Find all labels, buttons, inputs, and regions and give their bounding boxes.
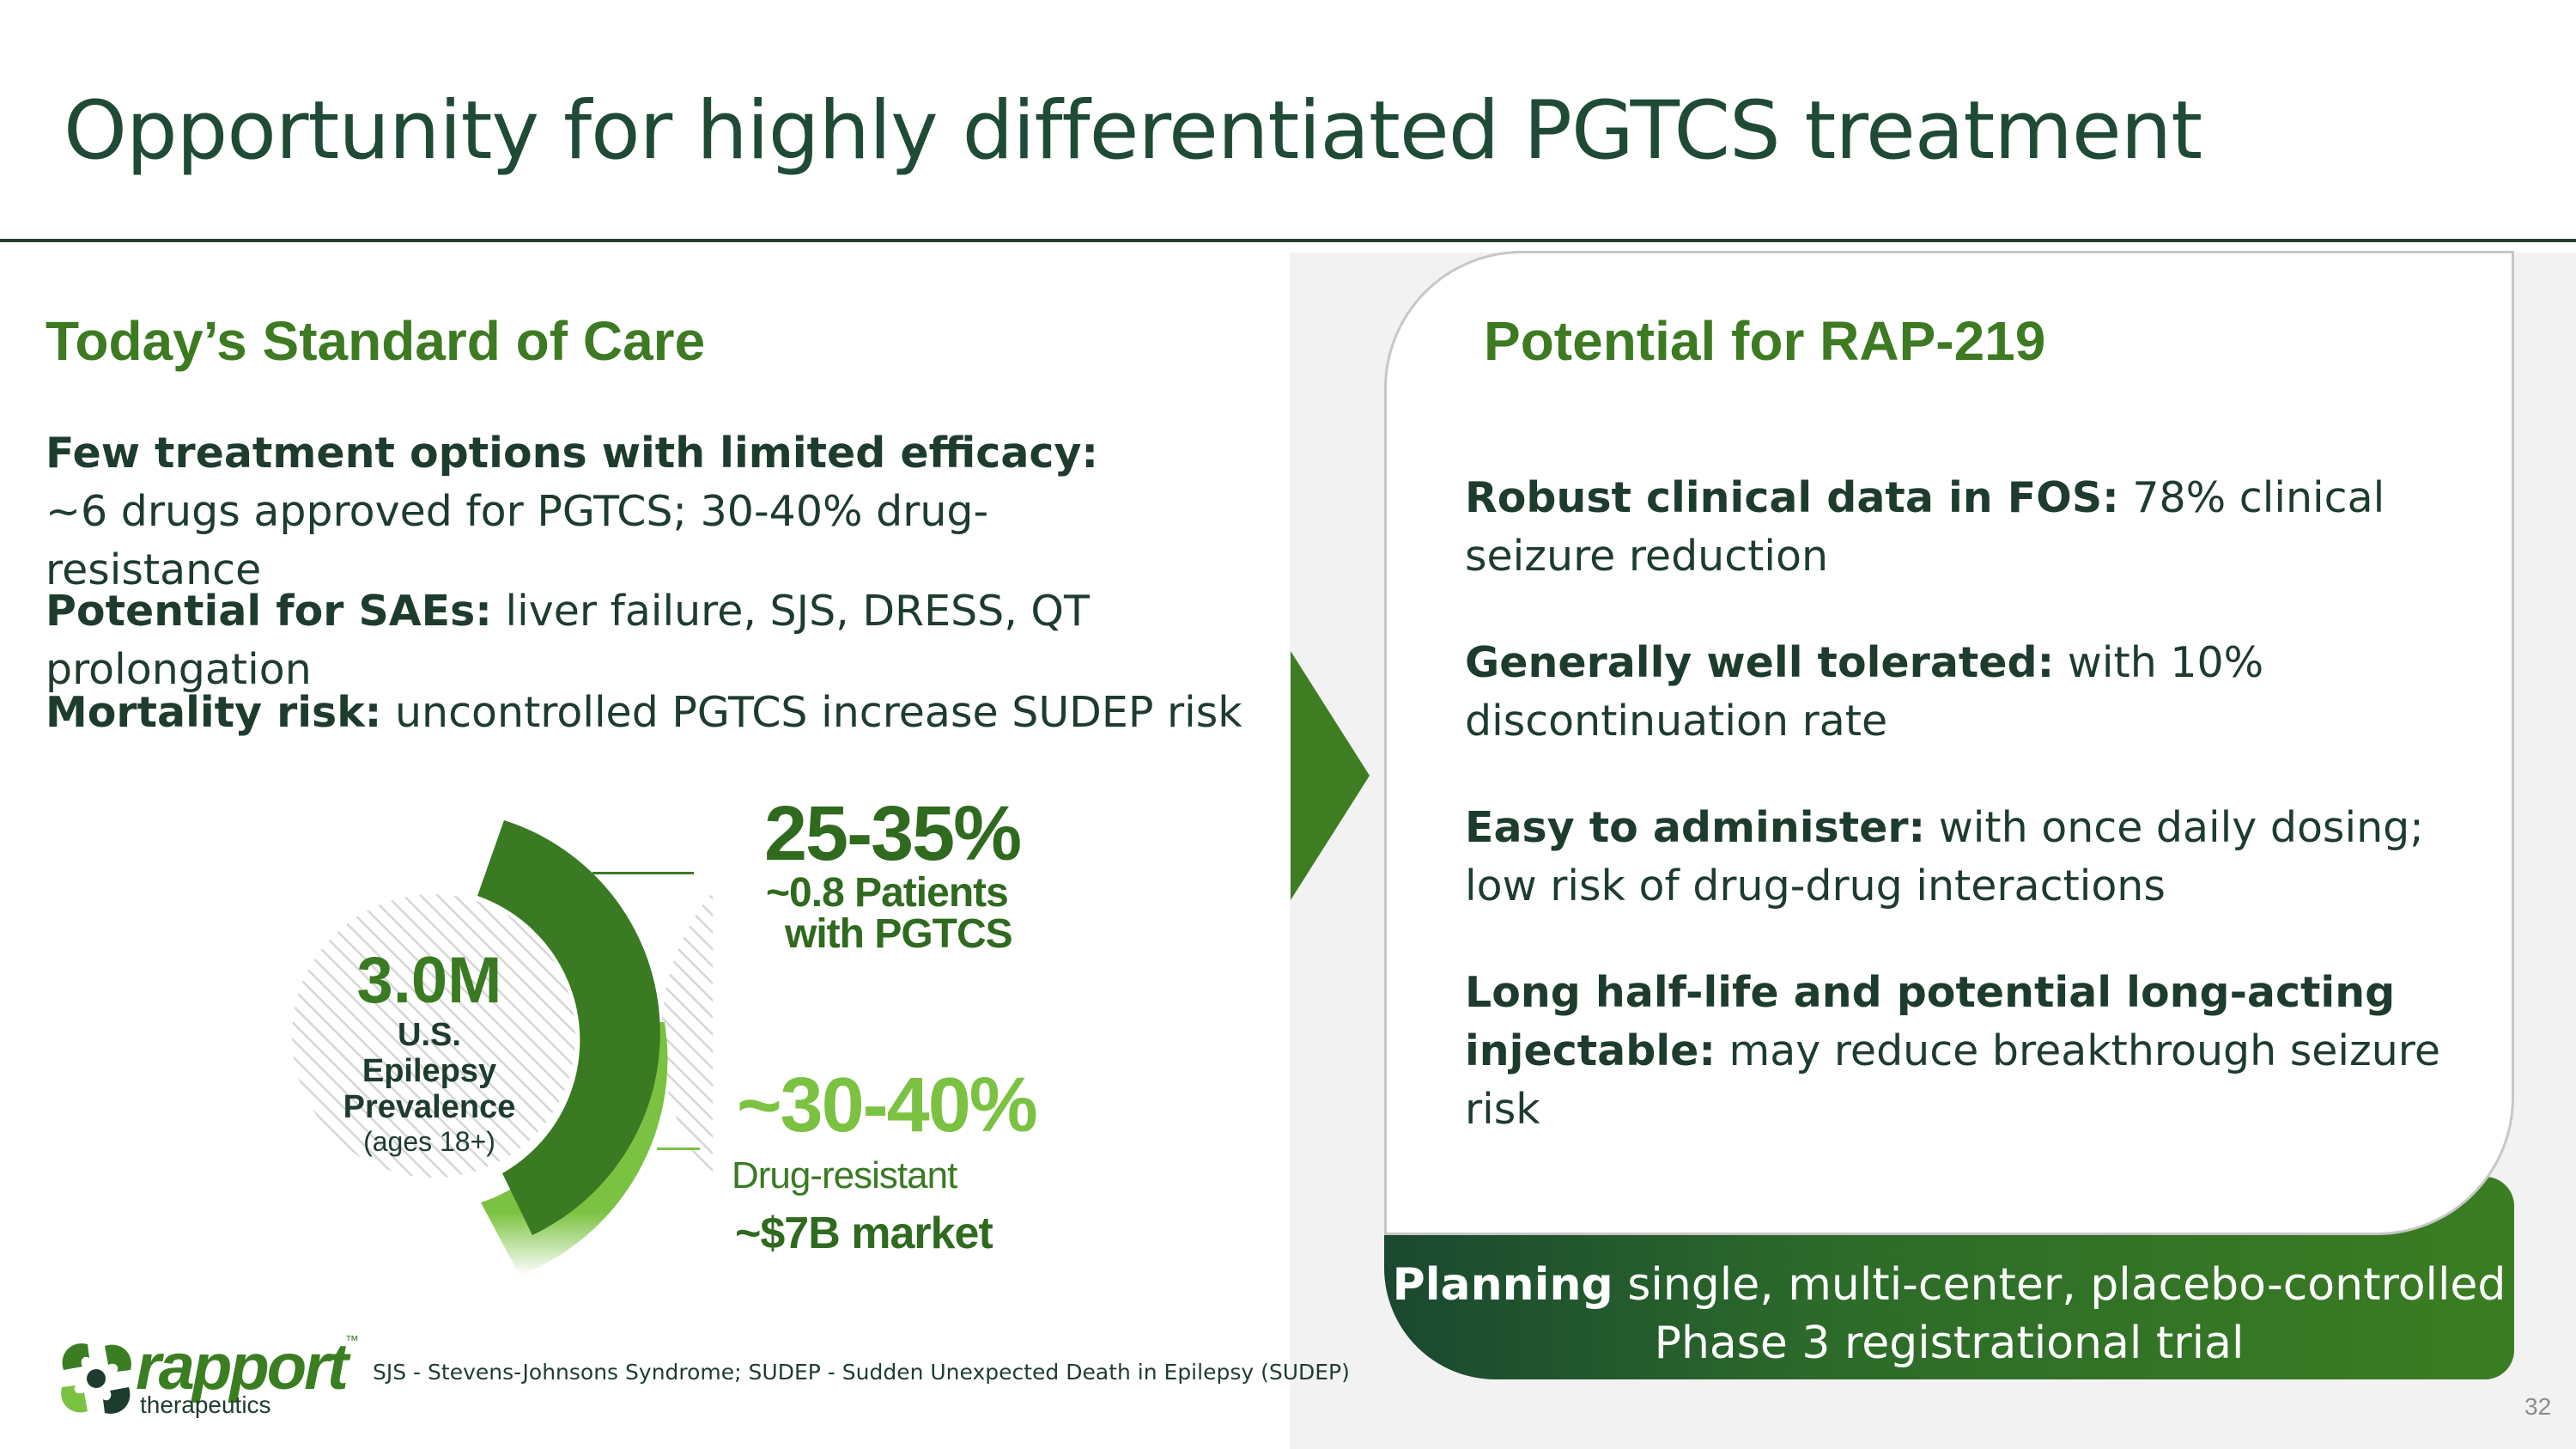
rap-219-point-administration: Easy to administer: with once daily dosi… [1465, 799, 2478, 916]
pgtcs-share: 25-35% [764, 791, 1022, 877]
planning-banner-text: Planning single, multi-center, placebo-c… [1391, 1256, 2507, 1373]
donut-center-label: 3.0M U.S. Epilepsy Prevalence (ages 18+) [301, 945, 558, 1158]
title-divider [0, 239, 2576, 242]
point-text: uncontrolled PGTCS increase SUDEP risk [394, 688, 1242, 737]
planning-banner-body: single, multi-center, placebo-controlled… [1627, 1259, 2506, 1369]
soc-point-treatment-options: Few treatment options with limited effic… [46, 424, 1162, 600]
point-text: liver failure, SJS, DRESS, QT prolongati… [46, 587, 1090, 694]
point-bold: Mortality risk: [46, 688, 382, 737]
planning-banner-bold: Planning [1392, 1259, 1613, 1311]
point-bold: Easy to administer: [1465, 803, 1926, 852]
point-bold: Potential for SAEs: [46, 587, 492, 636]
prevalence-label-line1: U.S. [398, 1017, 461, 1053]
point-text: may reduce breakthrough seizure risk [1465, 1026, 2441, 1134]
standard-of-care-heading: Today’s Standard of Care [46, 310, 706, 372]
point-text: with 10% discontinuation rate [1465, 638, 2264, 746]
rap-219-heading: Potential for RAP-219 [1484, 310, 2046, 372]
rap-219-card [1384, 251, 2514, 1235]
prevalence-age-note: (ages 18+) [363, 1126, 495, 1157]
point-bold: Few treatment options with limited effic… [46, 429, 1098, 478]
rap-219-point-tolerability: Generally well tolerated: with 10% disco… [1465, 634, 2478, 751]
prevalence-label-line3: Prevalence [343, 1089, 516, 1125]
logo-trademark: ™ [345, 1334, 359, 1349]
logo-subtitle: therapeutics [140, 1391, 271, 1418]
point-bold: Robust clinical data in FOS: [1465, 473, 2119, 522]
point-text: with once daily dosing; low risk of drug… [1465, 803, 2424, 910]
pgtcs-label-line1: ~0.8 Patients [766, 870, 1009, 916]
point-text: 78% clinical seizure reduction [1465, 473, 2385, 581]
resistant-share: ~30-40% [737, 1062, 1038, 1148]
rapport-logo-icon [61, 1343, 131, 1414]
slide-title: Opportunity for highly differentiated PG… [64, 84, 2202, 178]
donut-hatched-remainder [292, 892, 713, 1180]
resistant-leader-line [657, 1148, 700, 1150]
soc-point-mortality: Mortality risk: uncontrolled PGTCS incre… [46, 684, 1265, 742]
resistant-label: Drug-resistant [732, 1154, 957, 1196]
pgtcs-label-line2: with PGTCS [785, 911, 1013, 957]
prevalence-value: 3.0M [356, 944, 502, 1017]
page-number: 32 [2524, 1393, 2552, 1420]
rap-219-point-half-life: Long half-life and potential long-acting… [1465, 964, 2478, 1139]
point-bold: Long half-life and potential long-acting… [1465, 968, 2396, 1075]
rap-219-point-clinical-data: Robust clinical data in FOS: 78% clinica… [1465, 469, 2478, 586]
soc-point-saes: Potential for SAEs: liver failure, SJS, … [46, 582, 1265, 699]
pgtcs-leader-line [592, 872, 694, 874]
footnote: SJS - Stevens-Johnsons Syndrome; SUDEP -… [373, 1360, 1350, 1385]
donut-pgtcs-segment [477, 820, 660, 1235]
prevalence-donut-chart [292, 820, 713, 1275]
point-bold: Generally well tolerated: [1465, 638, 2055, 687]
point-text: ~6 drugs approved for PGTCS; 30-40% drug… [46, 487, 989, 594]
market-size-label: ~$7B market [735, 1209, 993, 1258]
logo-wordmark: rapport [136, 1330, 349, 1403]
prevalence-label-line2: Epilepsy [361, 1053, 497, 1089]
